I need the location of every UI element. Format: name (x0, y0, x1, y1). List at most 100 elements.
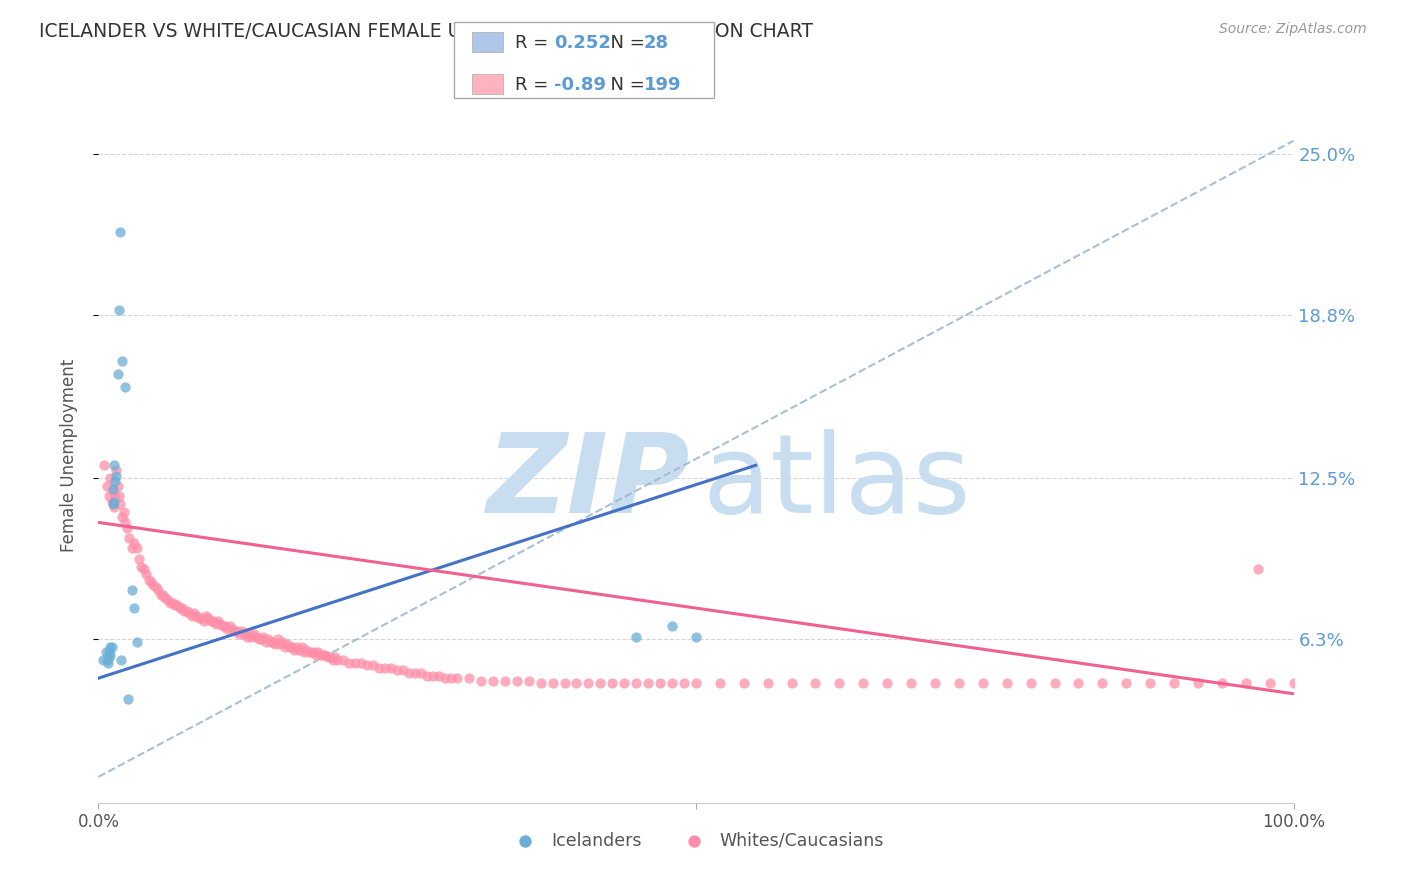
Point (217, 622, 239, 636)
Point (107, 368, 129, 382)
Point (1163, 676, 1185, 690)
Point (162, 596, 184, 610)
Point (309, 648, 332, 662)
Point (101, 482, 124, 496)
Point (101, 484, 124, 499)
Point (111, 354, 134, 368)
Point (274, 640, 297, 654)
Point (1258, 676, 1281, 690)
Point (233, 627, 256, 641)
Point (278, 640, 301, 654)
Point (228, 627, 250, 641)
Point (262, 635, 284, 649)
Point (108, 497, 131, 511)
Point (254, 635, 277, 649)
Point (202, 614, 225, 628)
Point (96, 479, 118, 493)
Point (125, 635, 148, 649)
Text: R =: R = (515, 76, 554, 94)
Point (243, 627, 266, 641)
Point (578, 676, 600, 690)
Point (187, 611, 209, 625)
Point (132, 562, 155, 576)
Point (103, 458, 125, 473)
Point (1211, 676, 1233, 690)
Point (98, 640, 122, 654)
Point (350, 656, 373, 670)
Legend: Icelanders, Whites/Caucasians: Icelanders, Whites/Caucasians (501, 825, 891, 856)
Point (900, 676, 922, 690)
Point (422, 668, 444, 682)
Point (1019, 676, 1042, 690)
Point (111, 510, 134, 524)
Point (339, 656, 361, 670)
Point (145, 580, 167, 594)
Point (404, 665, 426, 680)
Point (565, 676, 588, 690)
Point (209, 616, 232, 631)
Point (183, 607, 205, 621)
Point (142, 578, 165, 592)
Point (163, 599, 186, 613)
Point (176, 604, 198, 618)
Point (125, 541, 148, 556)
Point (322, 653, 344, 667)
Point (948, 676, 970, 690)
Point (733, 676, 755, 690)
Point (131, 559, 153, 574)
Point (103, 494, 125, 508)
Point (995, 676, 1018, 690)
Point (589, 676, 612, 690)
Point (245, 630, 267, 644)
Point (94, 645, 117, 659)
Point (780, 676, 803, 690)
Point (398, 665, 420, 680)
Point (626, 676, 648, 690)
Point (285, 640, 308, 654)
Point (252, 630, 274, 644)
Point (1067, 676, 1090, 690)
Point (291, 640, 314, 654)
Point (93, 458, 115, 473)
Point (250, 632, 273, 647)
Point (288, 642, 311, 657)
Point (276, 637, 298, 651)
Point (305, 648, 328, 662)
Point (374, 661, 396, 675)
Point (685, 676, 707, 690)
Y-axis label: Female Unemployment: Female Unemployment (59, 359, 77, 551)
Point (135, 567, 157, 582)
Point (103, 500, 125, 514)
Point (648, 676, 672, 690)
Point (876, 676, 898, 690)
Point (380, 661, 402, 675)
Point (156, 593, 179, 607)
Point (219, 619, 242, 633)
Point (344, 656, 367, 670)
Point (124, 601, 146, 615)
Point (427, 668, 450, 682)
Point (169, 601, 191, 615)
Point (685, 630, 707, 644)
Point (411, 665, 433, 680)
Point (1234, 676, 1257, 690)
Text: ZIP: ZIP (486, 429, 690, 536)
Point (709, 676, 731, 690)
Point (316, 650, 339, 665)
Point (281, 640, 304, 654)
Text: 0.252: 0.252 (554, 34, 610, 52)
Point (440, 671, 463, 685)
Point (98, 650, 121, 665)
Point (207, 614, 229, 628)
Text: N =: N = (599, 76, 651, 94)
Text: 199: 199 (644, 76, 682, 94)
Point (115, 520, 138, 534)
Point (434, 671, 457, 685)
Point (100, 494, 122, 508)
Point (149, 588, 172, 602)
Point (1187, 676, 1209, 690)
Point (117, 692, 139, 706)
Point (172, 601, 194, 615)
Point (283, 642, 305, 657)
Point (458, 671, 481, 685)
